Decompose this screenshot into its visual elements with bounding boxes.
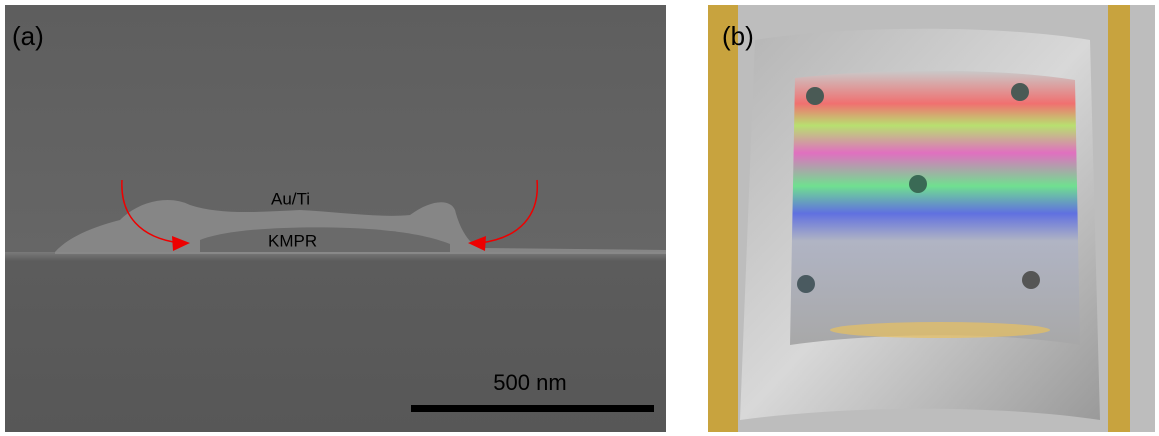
post [806, 87, 824, 105]
annotation: Au/Ti [271, 189, 310, 208]
annotation: KMPR [268, 231, 317, 250]
post [909, 175, 927, 193]
panel-a: (a) Au/Ti KMPR 500 nm [5, 5, 666, 432]
scale-bar [411, 405, 654, 412]
tape [708, 5, 738, 432]
post [1011, 83, 1029, 101]
reflection [830, 322, 1050, 338]
panel-b: (b) [708, 5, 1155, 432]
figure: (a) Au/Ti KMPR 500 nm (b) [0, 0, 1159, 436]
panel-label: (a) [12, 21, 44, 51]
scale-bar-label: 500 nm [493, 370, 566, 395]
post [1022, 271, 1040, 289]
post [797, 275, 815, 293]
membrane [790, 71, 1080, 345]
tape [1108, 5, 1130, 432]
panel-label: (b) [722, 21, 754, 51]
